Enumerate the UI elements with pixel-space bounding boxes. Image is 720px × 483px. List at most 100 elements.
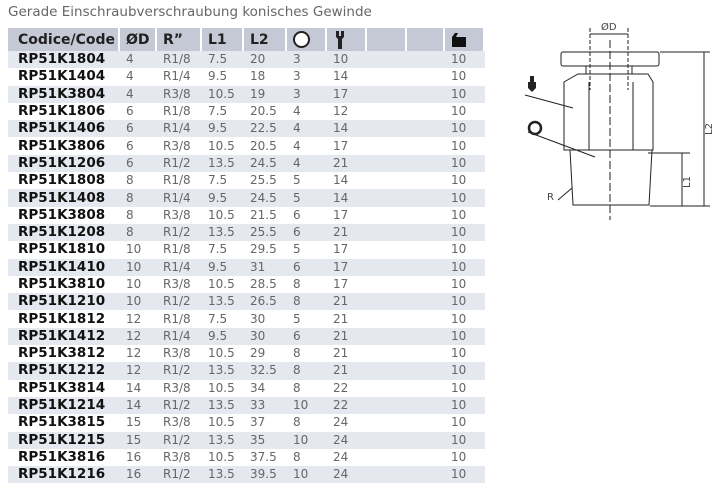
cell-qty: 10 (451, 104, 467, 119)
cell-hex: 10 (287, 396, 327, 415)
cell-l1: 13.5 (202, 293, 244, 311)
cell-thread: R1/4 (157, 120, 202, 138)
cell-l2: 18 (250, 69, 266, 84)
cell-diameter: 6 (120, 120, 157, 138)
cell-qty: 10 (445, 223, 485, 242)
cell-empty (367, 310, 407, 327)
cell-thread: R3/8 (163, 277, 191, 291)
cell-empty (367, 466, 407, 483)
cell-hex: 8 (293, 380, 301, 395)
cell-qty: 10 (445, 120, 485, 138)
cell-empty (407, 85, 445, 103)
cell-qty: 10 (451, 277, 467, 291)
cell-diameter: 14 (126, 380, 142, 395)
cell-empty (367, 449, 407, 466)
cell-hex: 8 (293, 415, 301, 430)
header-package (445, 28, 485, 51)
cell-empty (367, 154, 407, 173)
cell-code: RP51K3814 (18, 379, 106, 396)
cell-diameter: 6 (120, 154, 157, 173)
cell-l2: 30 (244, 327, 287, 346)
header-code: Codice/Code (8, 28, 120, 51)
cell-empty (367, 258, 407, 276)
cell-thread: R1/4 (157, 327, 202, 346)
hex-callout-icon (527, 120, 543, 136)
cell-code: RP51K3812 (18, 345, 106, 362)
cell-diameter: 10 (120, 293, 157, 311)
l1-label: L1 (682, 176, 693, 188)
cell-hex: 3 (287, 85, 327, 103)
table-row: RP51K1808 8 R1/8 7.5 25.5 5 14 10 (8, 172, 485, 189)
cell-thread: R1/8 (163, 242, 191, 257)
cell-diameter: 14 (120, 396, 157, 415)
cell-qty: 10 (445, 362, 485, 380)
cell-empty (407, 414, 445, 431)
table-row: RP51K3812 12 R3/8 10.5 29 8 21 10 (8, 345, 485, 362)
cell-l2: 37 (250, 415, 266, 430)
cell-thread: R1/2 (157, 466, 202, 483)
cell-thread: R3/8 (163, 415, 191, 430)
cell-thread: R1/8 (157, 51, 202, 69)
header-thread: R” (157, 28, 202, 51)
cell-diameter: 10 (126, 277, 142, 291)
cell-l2: 29 (250, 346, 266, 361)
cell-diameter: 12 (126, 346, 142, 361)
cell-empty (367, 431, 407, 449)
cell-wrench: 24 (333, 415, 349, 430)
cell-empty (367, 120, 407, 138)
table-row: RP51K1810 10 R1/8 7.5 29.5 5 17 10 (8, 241, 485, 258)
cell-l2: 33 (244, 396, 287, 415)
cell-qty: 10 (445, 189, 485, 207)
cell-thread: R1/2 (157, 431, 202, 449)
cell-hex: 8 (293, 346, 301, 361)
cell-empty (407, 154, 445, 173)
cell-empty (407, 431, 445, 449)
cell-l1: 13.5 (202, 362, 244, 380)
cell-empty (367, 380, 407, 397)
cell-qty: 10 (451, 346, 467, 361)
cell-code: RP51K1410 (8, 258, 120, 276)
cell-code: RP51K3810 (18, 276, 106, 292)
cell-empty (367, 362, 407, 380)
cell-l1: 10.5 (208, 415, 235, 430)
thread-label: R (547, 192, 554, 203)
cell-empty (407, 293, 445, 311)
cell-wrench: 24 (327, 431, 367, 449)
cell-code: RP51K3806 (18, 137, 106, 154)
table-row: RP51K1408 8 R1/4 9.5 24.5 5 14 10 (8, 189, 485, 207)
cell-code: RP51K1406 (8, 120, 120, 138)
table-row: RP51K1214 14 R1/2 13.5 33 10 22 10 (8, 396, 485, 415)
cell-wrench: 22 (333, 380, 349, 395)
cell-wrench: 14 (333, 69, 349, 84)
cell-empty (367, 276, 407, 293)
cell-empty (367, 137, 407, 154)
cell-diameter: 4 (120, 85, 157, 103)
cell-qty: 10 (445, 154, 485, 173)
cell-code: RP51K1408 (8, 189, 120, 207)
cell-l1: 9.5 (202, 120, 244, 138)
table-row: RP51K3804 4 R3/8 10.5 19 3 17 10 (8, 85, 485, 103)
cell-thread: R3/8 (157, 85, 202, 103)
header-empty-1 (367, 28, 407, 51)
cell-hex: 8 (287, 293, 327, 311)
cell-l1: 13.5 (202, 466, 244, 483)
cell-l2: 24.5 (244, 154, 287, 173)
cell-l2: 37.5 (250, 449, 277, 464)
table-row: RP51K1806 6 R1/8 7.5 20.5 4 12 10 (8, 103, 485, 120)
cell-qty: 10 (451, 138, 467, 153)
table-row: RP51K1208 8 R1/2 13.5 25.5 6 21 10 (8, 223, 485, 242)
cell-wrench: 17 (327, 85, 367, 103)
cell-qty: 10 (445, 85, 485, 103)
cell-thread: R1/2 (157, 362, 202, 380)
cell-qty: 10 (445, 258, 485, 276)
cell-l2: 39.5 (244, 466, 287, 483)
cell-empty (407, 137, 445, 154)
cell-empty (367, 103, 407, 120)
header-hex (287, 28, 327, 51)
cell-diameter: 8 (120, 223, 157, 242)
cell-wrench: 17 (333, 207, 349, 222)
cell-diameter: 16 (126, 449, 142, 464)
cell-l1: 7.5 (202, 51, 244, 69)
cell-qty: 10 (451, 242, 467, 257)
cell-l2: 34 (250, 380, 266, 395)
